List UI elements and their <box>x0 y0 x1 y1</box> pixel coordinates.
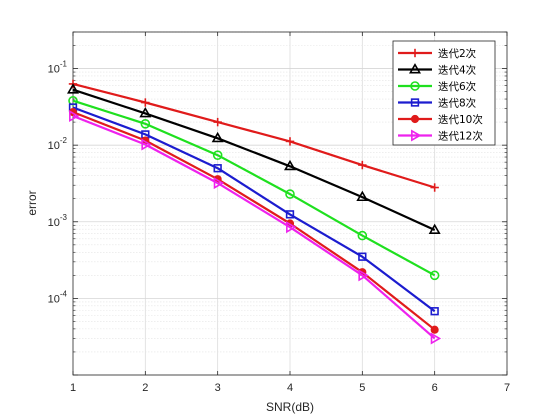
legend-entry: 迭代2次 <box>398 47 477 60</box>
y-tick-base: 10 <box>48 140 60 152</box>
series-line <box>72 99 436 277</box>
x-tick-label: 5 <box>359 382 365 394</box>
marker-triangle-right <box>141 138 152 151</box>
marker-triangle-right <box>286 221 297 234</box>
marker-circle <box>357 230 368 241</box>
legend-entry: 迭代6次 <box>398 80 477 93</box>
marker-square <box>285 210 295 219</box>
marker-square <box>430 307 439 316</box>
marker-triangle-up <box>408 63 422 74</box>
x-tick-label: 4 <box>287 382 293 394</box>
marker-triangle-up <box>139 106 152 118</box>
marker-triangle-right <box>213 177 225 190</box>
legend-label: 迭代12次 <box>438 130 483 143</box>
marker-plus <box>358 160 367 170</box>
y-tick-labels: 10-110-210-310-4 <box>48 60 68 306</box>
series-line <box>72 88 436 232</box>
x-tick-label: 2 <box>142 382 148 394</box>
series-triangle-right <box>69 110 442 345</box>
series <box>66 79 442 345</box>
legend-label: 迭代6次 <box>438 80 477 93</box>
marker-triangle-right <box>69 110 80 123</box>
y-tick-exponent: -2 <box>60 136 68 145</box>
series-circle <box>68 95 440 281</box>
x-tick-label: 3 <box>215 382 221 394</box>
marker-triangle-right <box>358 269 369 282</box>
marker-circle <box>410 81 420 91</box>
marker-triangle-up <box>428 223 441 234</box>
marker-square <box>358 252 367 261</box>
marker-plus <box>430 183 439 192</box>
series-line <box>72 106 436 313</box>
marker-circle <box>285 189 295 199</box>
marker-plus <box>410 48 420 58</box>
legend-label: 迭代8次 <box>438 97 477 110</box>
y-tick-exponent: -3 <box>60 213 68 222</box>
legend-label: 迭代10次 <box>438 113 483 126</box>
legend-label: 迭代2次 <box>438 47 477 60</box>
marker-triangle-right <box>411 129 422 142</box>
x-tick-label: 1 <box>70 382 76 394</box>
marker-circle <box>212 150 223 160</box>
marker-triangle-up <box>356 190 369 202</box>
marker-triangle-right <box>430 332 442 345</box>
x-tick-labels: 1 2 3 4 5 6 7 <box>70 382 510 394</box>
marker-filled-circle <box>430 325 439 334</box>
y-axis-label: error <box>25 190 39 215</box>
ticks <box>72 31 508 376</box>
legend-entry: 迭代4次 <box>398 63 477 77</box>
series-line <box>72 82 436 189</box>
marker-plus <box>213 117 222 127</box>
x-tick-label: 6 <box>432 382 438 394</box>
y-tick-label: 10-2 <box>48 136 68 152</box>
y-tick-label: 10-4 <box>48 289 68 305</box>
legend-box <box>392 40 496 146</box>
marker-circle <box>429 270 440 281</box>
legend-entry: 迭代12次 <box>398 129 483 143</box>
marker-triangle-up <box>211 131 224 143</box>
legend-label: 迭代4次 <box>438 64 477 77</box>
legend-entry: 迭代10次 <box>398 113 483 126</box>
y-tick-exponent: -1 <box>60 60 68 69</box>
marker-circle <box>140 119 151 129</box>
marker-square <box>213 164 222 173</box>
legend-entry: 迭代8次 <box>398 97 477 110</box>
y-tick-base: 10 <box>48 64 60 76</box>
marker-triangle-up <box>283 159 297 171</box>
y-tick-label: 10-3 <box>48 213 68 229</box>
marker-filled-circle <box>410 114 420 124</box>
x-tick-label: 7 <box>504 382 510 394</box>
series-line <box>72 111 436 331</box>
series-line <box>72 114 436 340</box>
marker-square <box>410 98 420 107</box>
y-tick-base: 10 <box>48 217 60 229</box>
y-tick-label: 10-1 <box>48 60 68 76</box>
marker-plus <box>285 137 295 146</box>
y-tick-base: 10 <box>48 293 60 305</box>
series-triangle-up <box>66 83 441 234</box>
marker-plus <box>141 98 150 107</box>
marker-triangle-up <box>66 83 80 94</box>
y-tick-exponent: -4 <box>60 289 68 298</box>
x-axis-label: SNR(dB) <box>266 400 314 414</box>
